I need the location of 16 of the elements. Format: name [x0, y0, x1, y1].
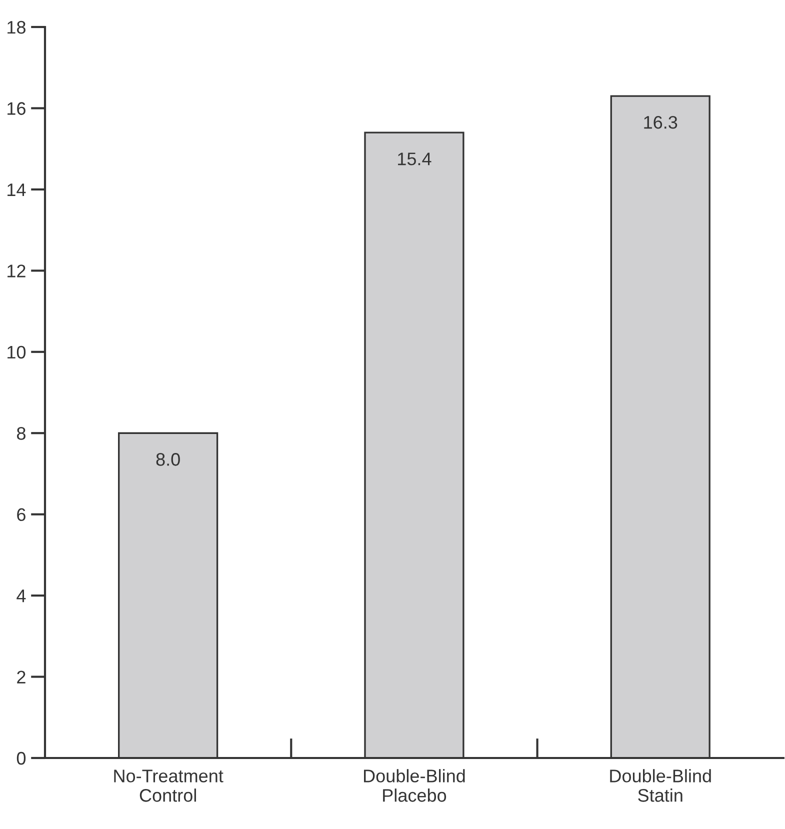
y-tick-label: 16	[8, 102, 26, 115]
y-tick-label: 10	[8, 346, 26, 359]
y-tick-label: 8	[16, 427, 26, 440]
data-label: 15.4	[398, 152, 432, 166]
y-tick-label: 2	[17, 670, 26, 684]
y-tick-label: 18	[8, 20, 26, 34]
y-tick-label: 6	[17, 508, 26, 522]
y-tick-label: 0	[16, 752, 26, 765]
x-tick-label: Double-Blind Statin	[610, 769, 711, 802]
y-tick-label: 12	[8, 264, 26, 278]
y-tick-label: 14	[8, 184, 26, 196]
data-label: 8.0	[156, 453, 180, 466]
data-label: 16.3	[644, 116, 678, 129]
y-tick-label: 4	[16, 590, 26, 602]
x-tick-label: Double-Blind Placebo	[364, 769, 465, 802]
x-tick-label: No-Treatment Control	[114, 770, 224, 802]
